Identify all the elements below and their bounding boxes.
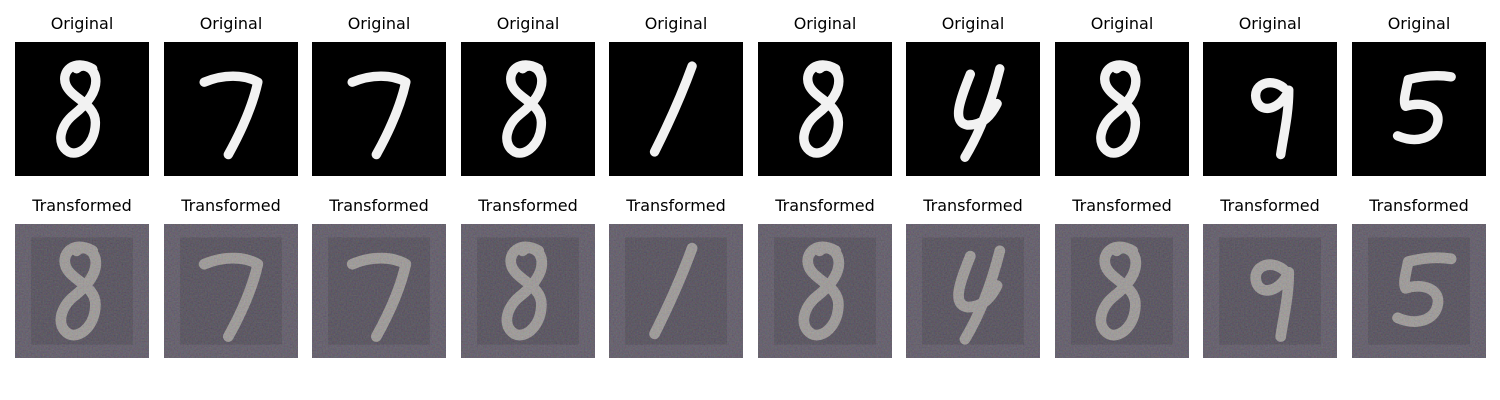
transformed-title: Transformed bbox=[478, 196, 578, 215]
original-digit-image bbox=[758, 42, 892, 176]
transformed-title: Transformed bbox=[1072, 196, 1172, 215]
transformed-digit-image bbox=[461, 224, 595, 358]
original-panel: Original bbox=[164, 14, 298, 176]
original-digit-image bbox=[906, 42, 1040, 176]
digit-7-stroke bbox=[199, 71, 263, 160]
original-title: Original bbox=[793, 14, 857, 33]
original-title: Original bbox=[199, 14, 263, 33]
noise-overlay bbox=[461, 224, 595, 358]
transformed-title: Transformed bbox=[923, 196, 1023, 215]
digit-8-stroke bbox=[1096, 60, 1141, 158]
digit-8-stroke bbox=[799, 60, 844, 158]
noise-overlay bbox=[312, 224, 446, 358]
transformed-panel: Transformed bbox=[609, 196, 743, 358]
transformed-digit-image bbox=[609, 224, 743, 358]
transformed-panel: Transformed bbox=[758, 196, 892, 358]
transformed-title: Transformed bbox=[775, 196, 875, 215]
transformed-digit-image bbox=[1352, 224, 1486, 358]
original-panel: Original bbox=[15, 14, 149, 176]
original-digit-image bbox=[461, 42, 595, 176]
transformed-digit-image bbox=[1055, 224, 1189, 358]
transformed-digit-image bbox=[906, 224, 1040, 358]
noise-overlay bbox=[1055, 224, 1189, 358]
digit-5-stroke bbox=[1392, 71, 1456, 145]
original-panel: Original bbox=[609, 14, 743, 176]
transformed-panel: Transformed bbox=[164, 196, 298, 358]
transformed-digit-image bbox=[312, 224, 446, 358]
original-panel: Original bbox=[1203, 14, 1337, 176]
original-panel: Original bbox=[758, 14, 892, 176]
transformed-digit-image bbox=[1203, 224, 1337, 358]
transformed-title: Transformed bbox=[626, 196, 726, 215]
original-digit-image bbox=[1203, 42, 1337, 176]
original-title: Original bbox=[1238, 14, 1302, 33]
image-background bbox=[906, 42, 1040, 176]
original-digit-image bbox=[609, 42, 743, 176]
digit-7-stroke bbox=[347, 71, 411, 160]
transformed-digit-image bbox=[15, 224, 149, 358]
noise-overlay bbox=[1203, 224, 1337, 358]
transformed-panel: Transformed bbox=[1203, 196, 1337, 358]
original-title: Original bbox=[50, 14, 114, 33]
original-panel: Original bbox=[1055, 14, 1189, 176]
digit-8-stroke bbox=[502, 60, 547, 158]
transformed-title: Transformed bbox=[1369, 196, 1469, 215]
noise-overlay bbox=[15, 224, 149, 358]
digit-9-stroke bbox=[1251, 78, 1294, 160]
original-digit-image bbox=[1055, 42, 1189, 176]
noise-overlay bbox=[164, 224, 298, 358]
image-background bbox=[1352, 42, 1486, 176]
transformed-panel: Transformed bbox=[1352, 196, 1486, 358]
original-digit-image bbox=[312, 42, 446, 176]
transformed-title: Transformed bbox=[181, 196, 281, 215]
noise-overlay bbox=[758, 224, 892, 358]
digit-1-stroke bbox=[649, 61, 697, 157]
transformed-digit-image bbox=[758, 224, 892, 358]
original-title: Original bbox=[347, 14, 411, 33]
noise-overlay bbox=[1352, 224, 1486, 358]
original-digit-image bbox=[164, 42, 298, 176]
original-digit-image bbox=[15, 42, 149, 176]
original-title: Original bbox=[496, 14, 560, 33]
transformed-panel: Transformed bbox=[461, 196, 595, 358]
original-row: Original Original Original Original Original… bbox=[0, 14, 1500, 176]
noise-overlay bbox=[609, 224, 743, 358]
original-title: Original bbox=[1090, 14, 1154, 33]
digit-8-stroke bbox=[56, 60, 101, 158]
transformed-digit-image bbox=[164, 224, 298, 358]
original-title: Original bbox=[644, 14, 708, 33]
original-title: Original bbox=[941, 14, 1005, 33]
original-title: Original bbox=[1387, 14, 1451, 33]
original-panel: Original bbox=[1352, 14, 1486, 176]
transformed-title: Transformed bbox=[1220, 196, 1320, 215]
transformed-row: Transformed Transformed Transformed Transfo… bbox=[0, 196, 1500, 358]
transformed-panel: Transformed bbox=[312, 196, 446, 358]
transformed-panel: Transformed bbox=[15, 196, 149, 358]
original-digit-image bbox=[1352, 42, 1486, 176]
digit-4-stroke bbox=[953, 64, 1005, 162]
original-panel: Original bbox=[906, 14, 1040, 176]
noise-overlay bbox=[906, 224, 1040, 358]
transformed-title: Transformed bbox=[329, 196, 429, 215]
original-panel: Original bbox=[312, 14, 446, 176]
original-panel: Original bbox=[461, 14, 595, 176]
transformed-panel: Transformed bbox=[1055, 196, 1189, 358]
transformed-panel: Transformed bbox=[906, 196, 1040, 358]
transformed-title: Transformed bbox=[32, 196, 132, 215]
